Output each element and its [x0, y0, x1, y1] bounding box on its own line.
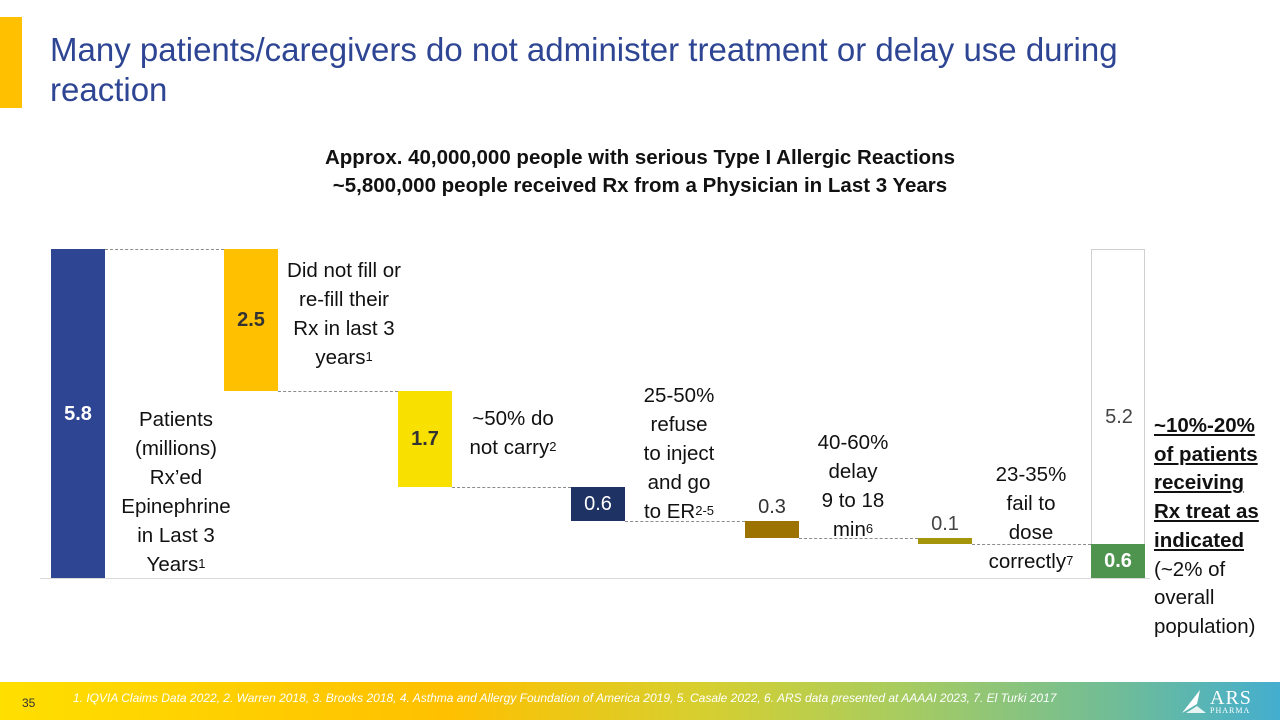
bar-value-label: 0.1: [931, 513, 959, 536]
annotation-text: min: [832, 518, 866, 541]
connector-line: [625, 521, 745, 523]
bar-not-carry: 1.7: [398, 390, 452, 488]
logo-wordmark: ARS PHARMA: [1210, 688, 1252, 715]
annotation-line: ~50% do: [472, 407, 554, 430]
callout-line: overall: [1154, 586, 1215, 610]
chart-baseline: [40, 578, 1150, 579]
annotation-line: Did not fill or: [287, 259, 401, 282]
logo-pharma-text: PHARMA: [1210, 705, 1251, 715]
annotation-line: Rx’ed: [149, 466, 203, 489]
footnote-ref: 2: [549, 439, 557, 454]
bar-fail-to-dose: [918, 538, 972, 544]
connector-line: [278, 390, 398, 392]
annotation-line: re-fill their: [299, 288, 389, 311]
footnote-ref: 6: [865, 521, 874, 536]
annotation-line: fail to: [1006, 492, 1056, 515]
annotation-line: refuse: [650, 413, 708, 436]
connector-line: [799, 538, 918, 540]
annotation-fail-dose: 23-35% fail to dose correctly7: [972, 460, 1090, 576]
bar-start-total: 5.8: [51, 249, 105, 578]
subtitle-line-2: ~5,800,000 people received Rx from a Phy…: [332, 174, 948, 197]
annotation-text: to ER: [643, 500, 696, 523]
chart-subtitle: Approx. 40,000,000 people with serious T…: [200, 144, 1080, 200]
slide-footer: 35 1. IQVIA Claims Data 2022, 2. Warren …: [0, 682, 1280, 720]
slide-title: Many patients/caregivers do not administ…: [50, 31, 1118, 108]
ars-pharma-logo-icon: [1182, 690, 1206, 713]
annotation-line: correctly7: [972, 547, 1090, 576]
annotation-line: Years1: [106, 550, 246, 579]
annotation-start: Patients (millions) Rx’ed Epinephrine in…: [106, 405, 246, 579]
annotation-text: Years: [146, 553, 199, 576]
footnote-ref: 7: [1066, 553, 1074, 568]
annotation-not-filled: Did not fill or re-fill their Rx in last…: [280, 256, 408, 372]
callout-line: indicated: [1154, 528, 1244, 552]
annotation-text: years: [315, 346, 366, 369]
annotation-text: correctly: [988, 550, 1067, 573]
footnote-ref: 1: [198, 556, 206, 571]
logo-ars-text: ARS: [1210, 686, 1252, 709]
annotation-not-carry: ~50% do not carry2: [455, 404, 571, 462]
treat-as-indicated-callout: ~10%-20% of patients receiving Rx treat …: [1154, 412, 1280, 642]
bar-refuse-to-inject: 0.6: [571, 487, 625, 522]
bar-value-label: 5.8: [64, 402, 92, 425]
annotation-line: to inject: [643, 442, 715, 465]
bar-value-label: 2.5: [237, 308, 265, 331]
ars-pharma-logo: ARS PHARMA: [1180, 686, 1270, 716]
annotation-text: not carry: [469, 436, 550, 459]
page-number: 35: [22, 696, 36, 710]
bar-value-label: 0.6: [1104, 549, 1132, 572]
callout-line: (~2% of: [1154, 557, 1226, 581]
footer-references: 1. IQVIA Claims Data 2022, 2. Warren 201…: [73, 691, 1057, 705]
connector-line: [972, 543, 1091, 545]
bar-value-label: 0.6: [584, 493, 612, 516]
annotation-line: min6: [800, 515, 906, 544]
annotation-line: years1: [280, 343, 408, 372]
subtitle-line-1: Approx. 40,000,000 people with serious T…: [324, 146, 955, 169]
callout-line: ~10%-20%: [1154, 414, 1255, 437]
annotation-line: 23-35%: [995, 463, 1067, 486]
annotation-delay: 40-60% delay 9 to 18 min6: [800, 428, 906, 544]
annotation-line: to ER2-5: [626, 497, 732, 526]
annotation-line: and go: [647, 471, 711, 494]
connector-line: [105, 249, 224, 250]
bar-value-label: 5.2: [1105, 405, 1133, 428]
annotation-line: dose: [1008, 521, 1054, 544]
bar-value-label: 1.7: [411, 428, 439, 450]
annotation-line: Rx in last 3: [293, 317, 395, 340]
bar-delay: [745, 521, 799, 539]
bar-treat-as-indicated: 0.6: [1091, 543, 1145, 578]
annotation-line: not carry2: [455, 433, 571, 462]
bar-remaining-outline: 5.2: [1091, 249, 1145, 578]
connector-line: [452, 487, 571, 489]
footnote-ref: 2-5: [695, 503, 715, 518]
callout-line: receiving: [1154, 471, 1245, 495]
annotation-line: (millions): [135, 437, 217, 460]
annotation-line: delay: [828, 460, 878, 483]
annotation-line: 25-50%: [643, 384, 715, 407]
annotation-line: Epinephrine: [121, 495, 231, 518]
annotation-line: 40-60%: [817, 431, 889, 454]
callout-line: of patients: [1154, 442, 1258, 466]
callout-line: Rx treat as: [1154, 500, 1259, 524]
annotation-line: 9 to 18: [821, 489, 885, 512]
bar-value-label: 0.3: [758, 496, 786, 519]
footnote-ref: 1: [365, 349, 373, 364]
annotation-line: Patients: [138, 408, 214, 431]
callout-line: population): [1154, 614, 1256, 638]
annotation-line: in Last 3: [137, 524, 215, 547]
bar-not-filled: 2.5: [224, 249, 278, 391]
title-accent-bar: [0, 17, 22, 108]
annotation-refuse: 25-50% refuse to inject and go to ER2-5: [626, 381, 732, 526]
